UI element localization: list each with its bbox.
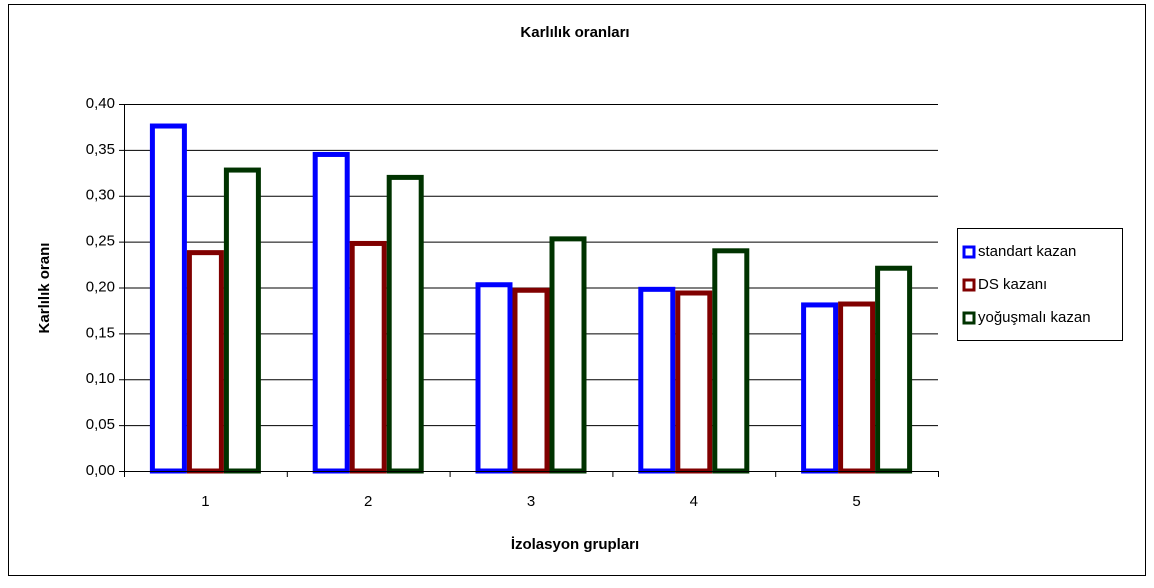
legend-swatch bbox=[962, 245, 976, 259]
y-tick-label: 0,10 bbox=[86, 370, 115, 387]
y-tick-label: 0,05 bbox=[86, 416, 115, 433]
legend-label: DS kazanı bbox=[978, 276, 1047, 293]
x-tick-label: 2 bbox=[364, 493, 372, 510]
bar bbox=[186, 250, 224, 474]
bar bbox=[712, 248, 750, 474]
bar bbox=[512, 287, 550, 474]
y-tick-label: 0,15 bbox=[86, 324, 115, 341]
bar bbox=[675, 290, 713, 474]
legend-swatch bbox=[962, 311, 976, 325]
legend bbox=[957, 228, 1123, 341]
x-tick-label: 3 bbox=[527, 493, 535, 510]
y-tick-label: 0,30 bbox=[86, 187, 115, 204]
legend-label: standart kazan bbox=[978, 243, 1076, 260]
bar bbox=[838, 301, 876, 474]
bar bbox=[875, 265, 913, 474]
bar bbox=[223, 167, 261, 474]
y-tick-label: 0,25 bbox=[86, 233, 115, 250]
bar bbox=[349, 240, 387, 474]
y-tick-label: 0,20 bbox=[86, 278, 115, 295]
bar bbox=[312, 151, 350, 474]
y-axis-label: Karlılık oranı bbox=[36, 243, 53, 334]
bar bbox=[149, 123, 187, 474]
bar bbox=[386, 174, 424, 474]
legend-swatch bbox=[962, 278, 976, 292]
chart-title: Karlılık oranları bbox=[520, 24, 629, 41]
bar bbox=[475, 282, 513, 474]
y-tick-label: 0,00 bbox=[86, 462, 115, 479]
x-axis-label: İzolasyon grupları bbox=[511, 536, 639, 553]
bar bbox=[549, 236, 587, 474]
bar bbox=[801, 302, 839, 474]
x-tick-label: 5 bbox=[852, 493, 860, 510]
y-tick-label: 0,40 bbox=[86, 95, 115, 112]
y-tick-label: 0,35 bbox=[86, 141, 115, 158]
bar bbox=[638, 286, 676, 474]
legend-label: yoğuşmalı kazan bbox=[978, 309, 1091, 326]
x-tick-label: 4 bbox=[690, 493, 698, 510]
x-tick-label: 1 bbox=[201, 493, 209, 510]
